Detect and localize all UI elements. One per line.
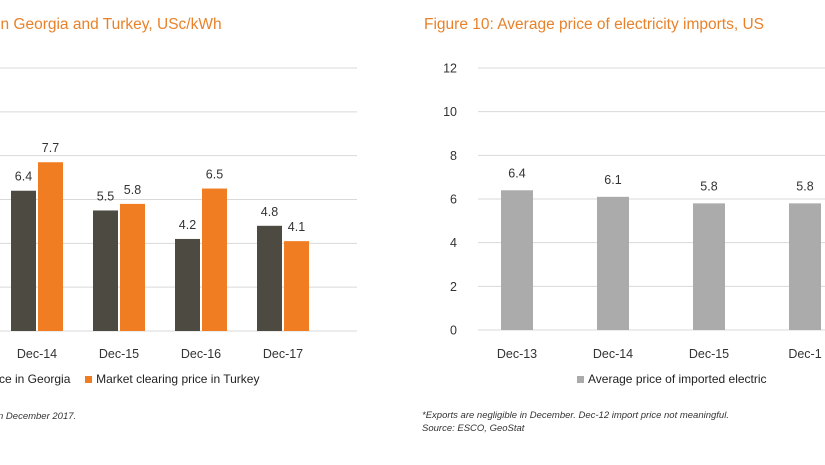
imports-price-chart: Figure 10: Average price of electricity … [400, 0, 825, 465]
bar-georgia [93, 210, 118, 331]
bar-imports [597, 196, 629, 330]
left-chart-plot: -139.6Dec-146.47.7Dec-155.55.8Dec-164.26… [0, 67, 357, 361]
georgia-turkey-chart: rices in Georgia and Turkey, USc/kWh -13… [0, 0, 400, 465]
legend-swatch-turkey [85, 375, 93, 383]
bar-georgia [11, 190, 36, 331]
bar-turkey [202, 188, 227, 331]
bar-imports [789, 203, 821, 330]
y-tick-label: 6 [450, 193, 457, 207]
x-tick-label: Dec-14 [17, 347, 57, 361]
x-tick-label: Dec-15 [689, 347, 729, 361]
right-chart-footnote: *Exports are negligible in December. Dec… [422, 410, 729, 421]
right-chart-title: Figure 10: Average price of electricity … [424, 16, 764, 33]
left-chart-legend: ty price in Georgia Market clearing pric… [0, 372, 259, 386]
y-tick-label: 0 [450, 324, 457, 338]
data-label: 5.5 [97, 189, 114, 203]
data-label: 4.1 [288, 220, 305, 234]
y-tick-label: 8 [450, 149, 457, 163]
y-tick-label: 10 [443, 105, 457, 119]
y-tick-label: 4 [450, 236, 457, 250]
bar-turkey [38, 162, 63, 331]
data-label: 6.4 [15, 170, 32, 184]
data-label: 7.7 [42, 141, 59, 155]
data-label: 6.1 [604, 173, 621, 187]
legend-swatch-imports [577, 375, 584, 383]
y-tick-label: 2 [450, 280, 457, 294]
legend-label-georgia: ty price in Georgia [0, 372, 71, 386]
data-label: 5.8 [700, 179, 717, 193]
bar-turkey [120, 203, 145, 331]
x-tick-label: Dec-16 [181, 347, 221, 361]
x-tick-label: Dec-13 [497, 347, 537, 361]
left-chart-note: n December 2017. [0, 411, 77, 422]
right-chart-plot: 0 2 4 6 8 10 12 Dec-13 6.4 Dec-14 6.1 Dec-15 5.8 Dec-… [443, 62, 825, 361]
data-label: 6.5 [206, 168, 223, 182]
y-tick-label: 12 [443, 62, 457, 76]
data-label: 5.8 [796, 179, 813, 193]
left-chart-title: rices in Georgia and Turkey, USc/kWh [0, 16, 222, 33]
x-tick-label: Dec-15 [99, 347, 139, 361]
bar-imports [501, 190, 533, 330]
bar-georgia [257, 225, 282, 331]
bar-georgia [175, 238, 200, 331]
x-tick-label: Dec-14 [593, 347, 633, 361]
legend-label-turkey: Market clearing price in Turkey [96, 372, 260, 386]
right-chart-legend: Average price of imported electric [577, 372, 767, 386]
bar-turkey [284, 241, 309, 331]
x-tick-label: Dec-17 [263, 347, 303, 361]
data-label: 5.8 [124, 183, 141, 197]
bar-imports [693, 203, 725, 330]
data-label: 4.2 [179, 218, 196, 232]
x-tick-label: Dec-1 [788, 347, 821, 361]
legend-label-imports: Average price of imported electric [588, 372, 767, 386]
right-chart-source: Source: ESCO, GeoStat [422, 423, 525, 434]
data-label: 4.8 [261, 205, 278, 219]
data-label: 6.4 [508, 166, 525, 180]
